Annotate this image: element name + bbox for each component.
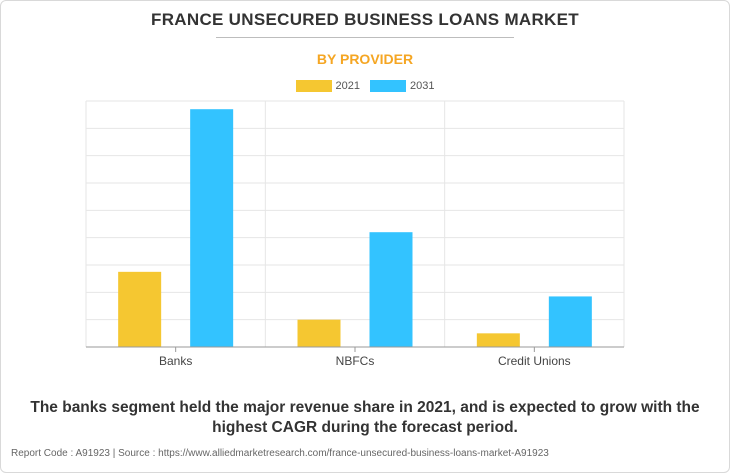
- bar-chart: Banks NBFCs Credit Unions: [85, 100, 625, 368]
- chart-subtitle: BY PROVIDER: [316, 51, 414, 67]
- title-divider: [216, 37, 514, 38]
- bar-2031-banks: [190, 109, 234, 347]
- legend-item-2031: 2031: [370, 80, 434, 92]
- legend-item-2021: 2021: [295, 80, 360, 92]
- x-tick-label: NBFCs: [336, 354, 375, 368]
- x-tick-label: Banks: [159, 354, 192, 368]
- legend-label-2031: 2031: [410, 80, 435, 92]
- bar-2021-banks: [118, 271, 162, 347]
- chart-caption: The banks segment held the major revenue…: [30, 399, 700, 436]
- bar-2031-nbfcs: [369, 232, 413, 347]
- report-footer: Report Code : A91923 | Source : https://…: [11, 448, 549, 459]
- legend-swatch-2031: [370, 80, 406, 92]
- chart-legend: 2021 2031: [0, 80, 730, 92]
- bar-2021-credit-unions: [476, 333, 520, 347]
- chart-title: FRANCE UNSECURED BUSINESS LOANS MARKET: [151, 10, 579, 29]
- bar-2031-credit-unions: [548, 296, 592, 347]
- x-tick-label: Credit Unions: [498, 354, 571, 368]
- bar-2021-nbfcs: [297, 319, 341, 347]
- legend-swatch-2021: [295, 80, 332, 92]
- legend-label-2021: 2021: [335, 80, 360, 92]
